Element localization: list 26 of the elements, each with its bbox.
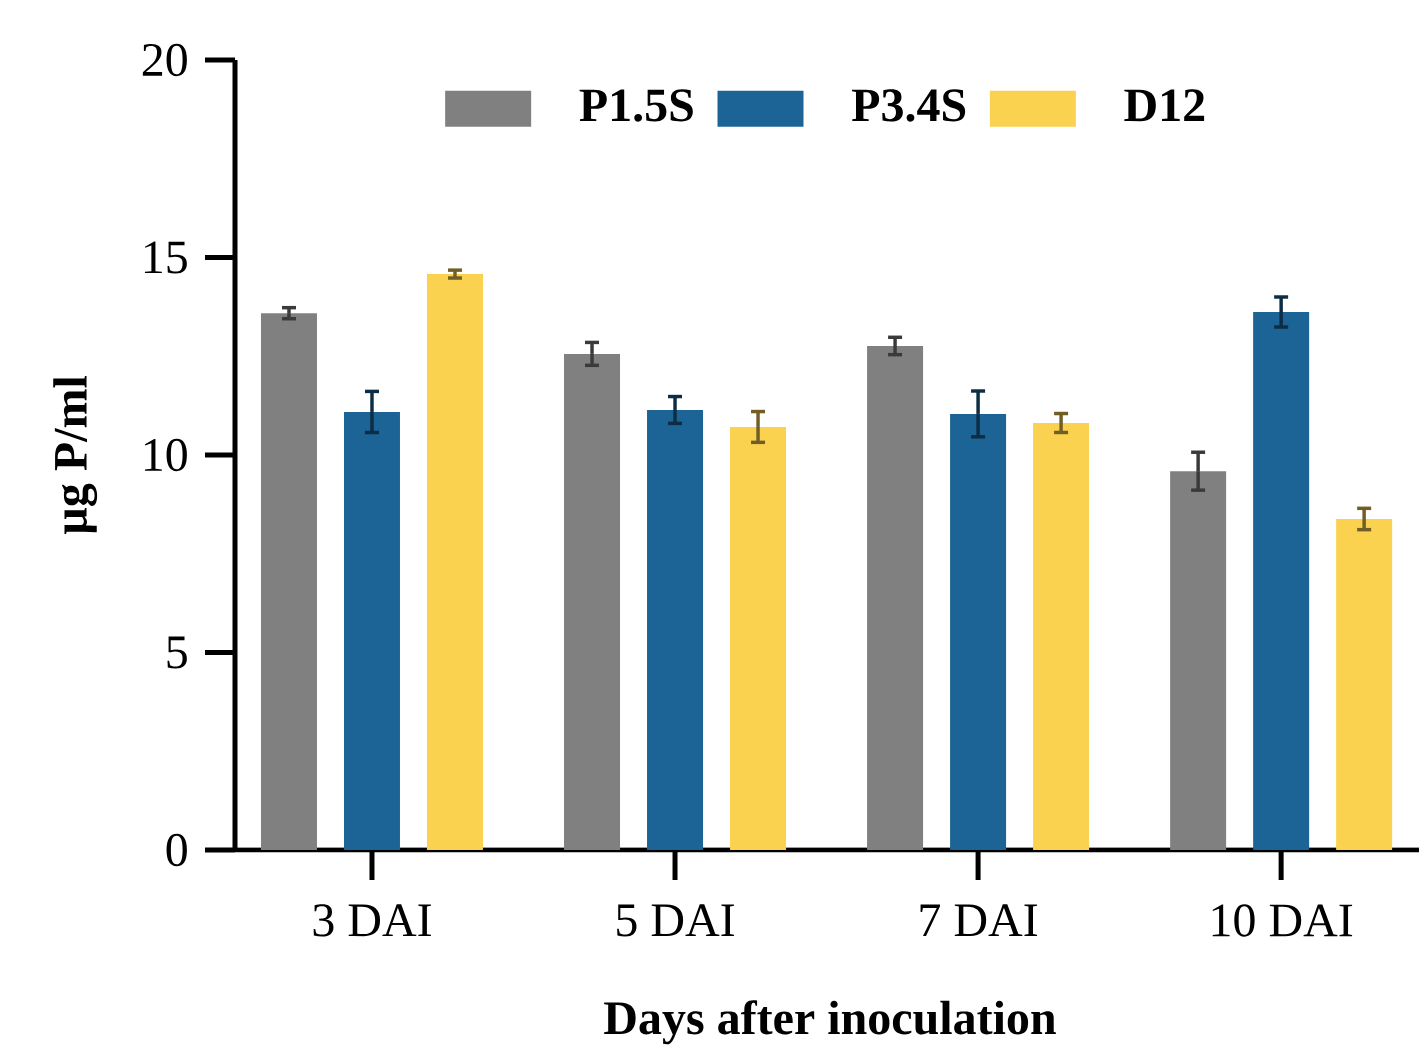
bar — [260, 313, 317, 850]
bar — [1336, 518, 1393, 850]
x-tick-label: 10 DAI — [1212, 904, 1353, 937]
x-tick-label: 7 DAI — [920, 904, 1038, 937]
y-tick-label: 5 — [167, 636, 187, 669]
bar — [1033, 423, 1090, 850]
y-tick-label: 10 — [144, 438, 187, 472]
bar — [426, 274, 483, 850]
y-tick-label: 0 — [166, 833, 187, 867]
x-axis-title: Days after inoculation — [604, 1000, 1056, 1045]
y-tick-label: 15 — [144, 241, 187, 274]
legend-label: P3.4S — [851, 89, 966, 122]
bar — [950, 413, 1007, 850]
bar — [867, 345, 924, 850]
bar — [730, 426, 787, 850]
x-tick-label: 5 DAI — [617, 904, 734, 937]
bar — [343, 411, 400, 850]
bar — [647, 409, 704, 850]
y-tick-label: 20 — [142, 43, 187, 77]
y-axis-title: µg P/ml — [53, 376, 98, 534]
bar — [1170, 471, 1227, 850]
x-tick-label: 3 DAI — [313, 904, 431, 937]
legend-label: P1.5S — [579, 89, 693, 122]
legend-label: D12 — [1124, 89, 1205, 122]
bar — [564, 353, 621, 850]
bar — [1253, 312, 1310, 850]
